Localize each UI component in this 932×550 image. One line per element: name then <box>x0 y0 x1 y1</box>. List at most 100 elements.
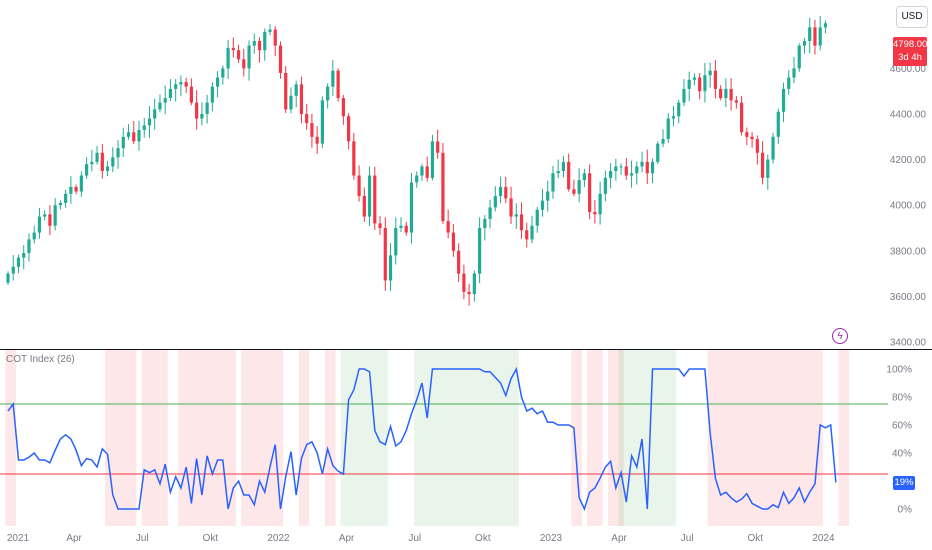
candle-body <box>195 102 199 119</box>
cot-axis[interactable]: 100%80%60%40%20%0% <box>886 365 912 516</box>
cot-tick-label: 0% <box>898 505 913 516</box>
last-price-value: 4798.00 <box>893 39 928 50</box>
candle-body <box>85 164 89 176</box>
price-candles <box>6 15 828 306</box>
candle-body <box>818 27 822 46</box>
currency-button[interactable]: USD <box>896 6 928 28</box>
candle-body <box>808 27 812 42</box>
candle-body <box>142 125 146 130</box>
time-tick-label: Jul <box>681 533 694 544</box>
price-tick-label: 4200.00 <box>890 155 927 166</box>
candle-body <box>121 136 125 149</box>
candle-body <box>792 68 796 78</box>
candle-body <box>336 70 340 99</box>
candle-body <box>126 132 131 137</box>
candle-body <box>692 77 697 80</box>
candle-body <box>488 207 492 219</box>
candle-body <box>367 175 372 217</box>
candle-body <box>399 225 403 228</box>
candle-body <box>498 186 503 197</box>
last-price-badge: 4798.00 3d 4h <box>893 37 927 66</box>
candle-body <box>32 232 36 240</box>
candle-body <box>378 223 382 228</box>
candle-body <box>132 132 136 142</box>
candle-body <box>745 132 749 137</box>
candle-body <box>572 189 576 194</box>
time-tick-label: Apr <box>66 533 82 544</box>
candle-body <box>373 175 377 224</box>
time-tick-label: Apr <box>611 533 627 544</box>
candle-body <box>16 257 21 267</box>
candle-body <box>593 212 597 215</box>
candle-body <box>347 116 351 142</box>
candle-body <box>404 225 408 233</box>
price-tick-label: 4400.00 <box>890 110 927 121</box>
candle-body <box>74 186 78 192</box>
time-axis[interactable]: 2021 Apr Jul Okt 2022 Apr Jul Okt 2023 Apr Jul Okt 2… <box>7 533 835 544</box>
candle-body <box>137 129 141 142</box>
candle-body <box>760 152 765 178</box>
candle-body <box>216 77 220 87</box>
candle-body <box>446 221 450 233</box>
candle-body <box>708 70 712 76</box>
time-tick-label: 2023 <box>540 533 563 544</box>
candle-body <box>483 218 487 228</box>
candle-body <box>58 202 62 206</box>
time-tick-label: Okt <box>203 533 219 544</box>
candle-body <box>226 47 230 69</box>
candle-body <box>11 266 15 274</box>
candle-body <box>781 88 786 112</box>
price-tick-label: 4000.00 <box>890 201 927 212</box>
signal-band <box>414 350 519 526</box>
candle-body <box>561 161 566 171</box>
signal-band <box>607 350 624 526</box>
candle-body <box>766 159 770 178</box>
candle-body <box>687 79 691 89</box>
lightning-bolt-icon[interactable]: ϟ <box>832 328 848 344</box>
candle-body <box>603 177 607 194</box>
candle-body <box>478 228 482 274</box>
candle-body <box>640 161 644 167</box>
candle-body <box>352 141 356 176</box>
signal-band <box>587 350 603 526</box>
candle-body <box>656 143 660 162</box>
candle-body <box>168 88 173 99</box>
candle-body <box>362 196 366 217</box>
candle-body <box>69 186 73 194</box>
cot-tick-label: 40% <box>892 449 912 460</box>
candle-body <box>509 198 513 217</box>
indicator-title[interactable]: COT Index (26) <box>6 354 75 365</box>
candle-body <box>462 273 466 292</box>
candle-body <box>221 68 225 78</box>
candle-body <box>315 136 319 144</box>
candle-body <box>179 82 183 85</box>
candle-body <box>111 157 115 167</box>
signal-band <box>141 350 168 526</box>
candle-body <box>90 161 94 165</box>
candle-body <box>326 86 330 101</box>
cot-tick-label: 80% <box>892 393 912 404</box>
price-tick-label: 4600.00 <box>890 64 927 75</box>
cot-threshold-lines <box>0 403 888 475</box>
candle-body <box>776 111 780 137</box>
signal-band <box>838 350 850 526</box>
candle-body <box>341 98 345 117</box>
candle-body <box>100 152 104 171</box>
candle-body <box>546 191 550 201</box>
candle-body <box>116 148 120 158</box>
candle-body <box>771 136 775 160</box>
signal-band <box>340 350 388 526</box>
candle-body <box>671 116 676 119</box>
price-axis[interactable]: 4600.00 4400.00 4200.00 4000.00 3800.00 3600.… <box>890 64 927 349</box>
candle-body <box>582 173 586 181</box>
candle-body <box>629 173 634 176</box>
candle-body <box>27 239 31 254</box>
candle-body <box>797 45 801 69</box>
signal-band <box>298 350 310 526</box>
candle-body <box>551 173 555 192</box>
candle-body <box>425 166 429 178</box>
candle-body <box>299 84 304 114</box>
time-tick-label: Okt <box>748 533 764 544</box>
candle-body <box>493 196 497 208</box>
